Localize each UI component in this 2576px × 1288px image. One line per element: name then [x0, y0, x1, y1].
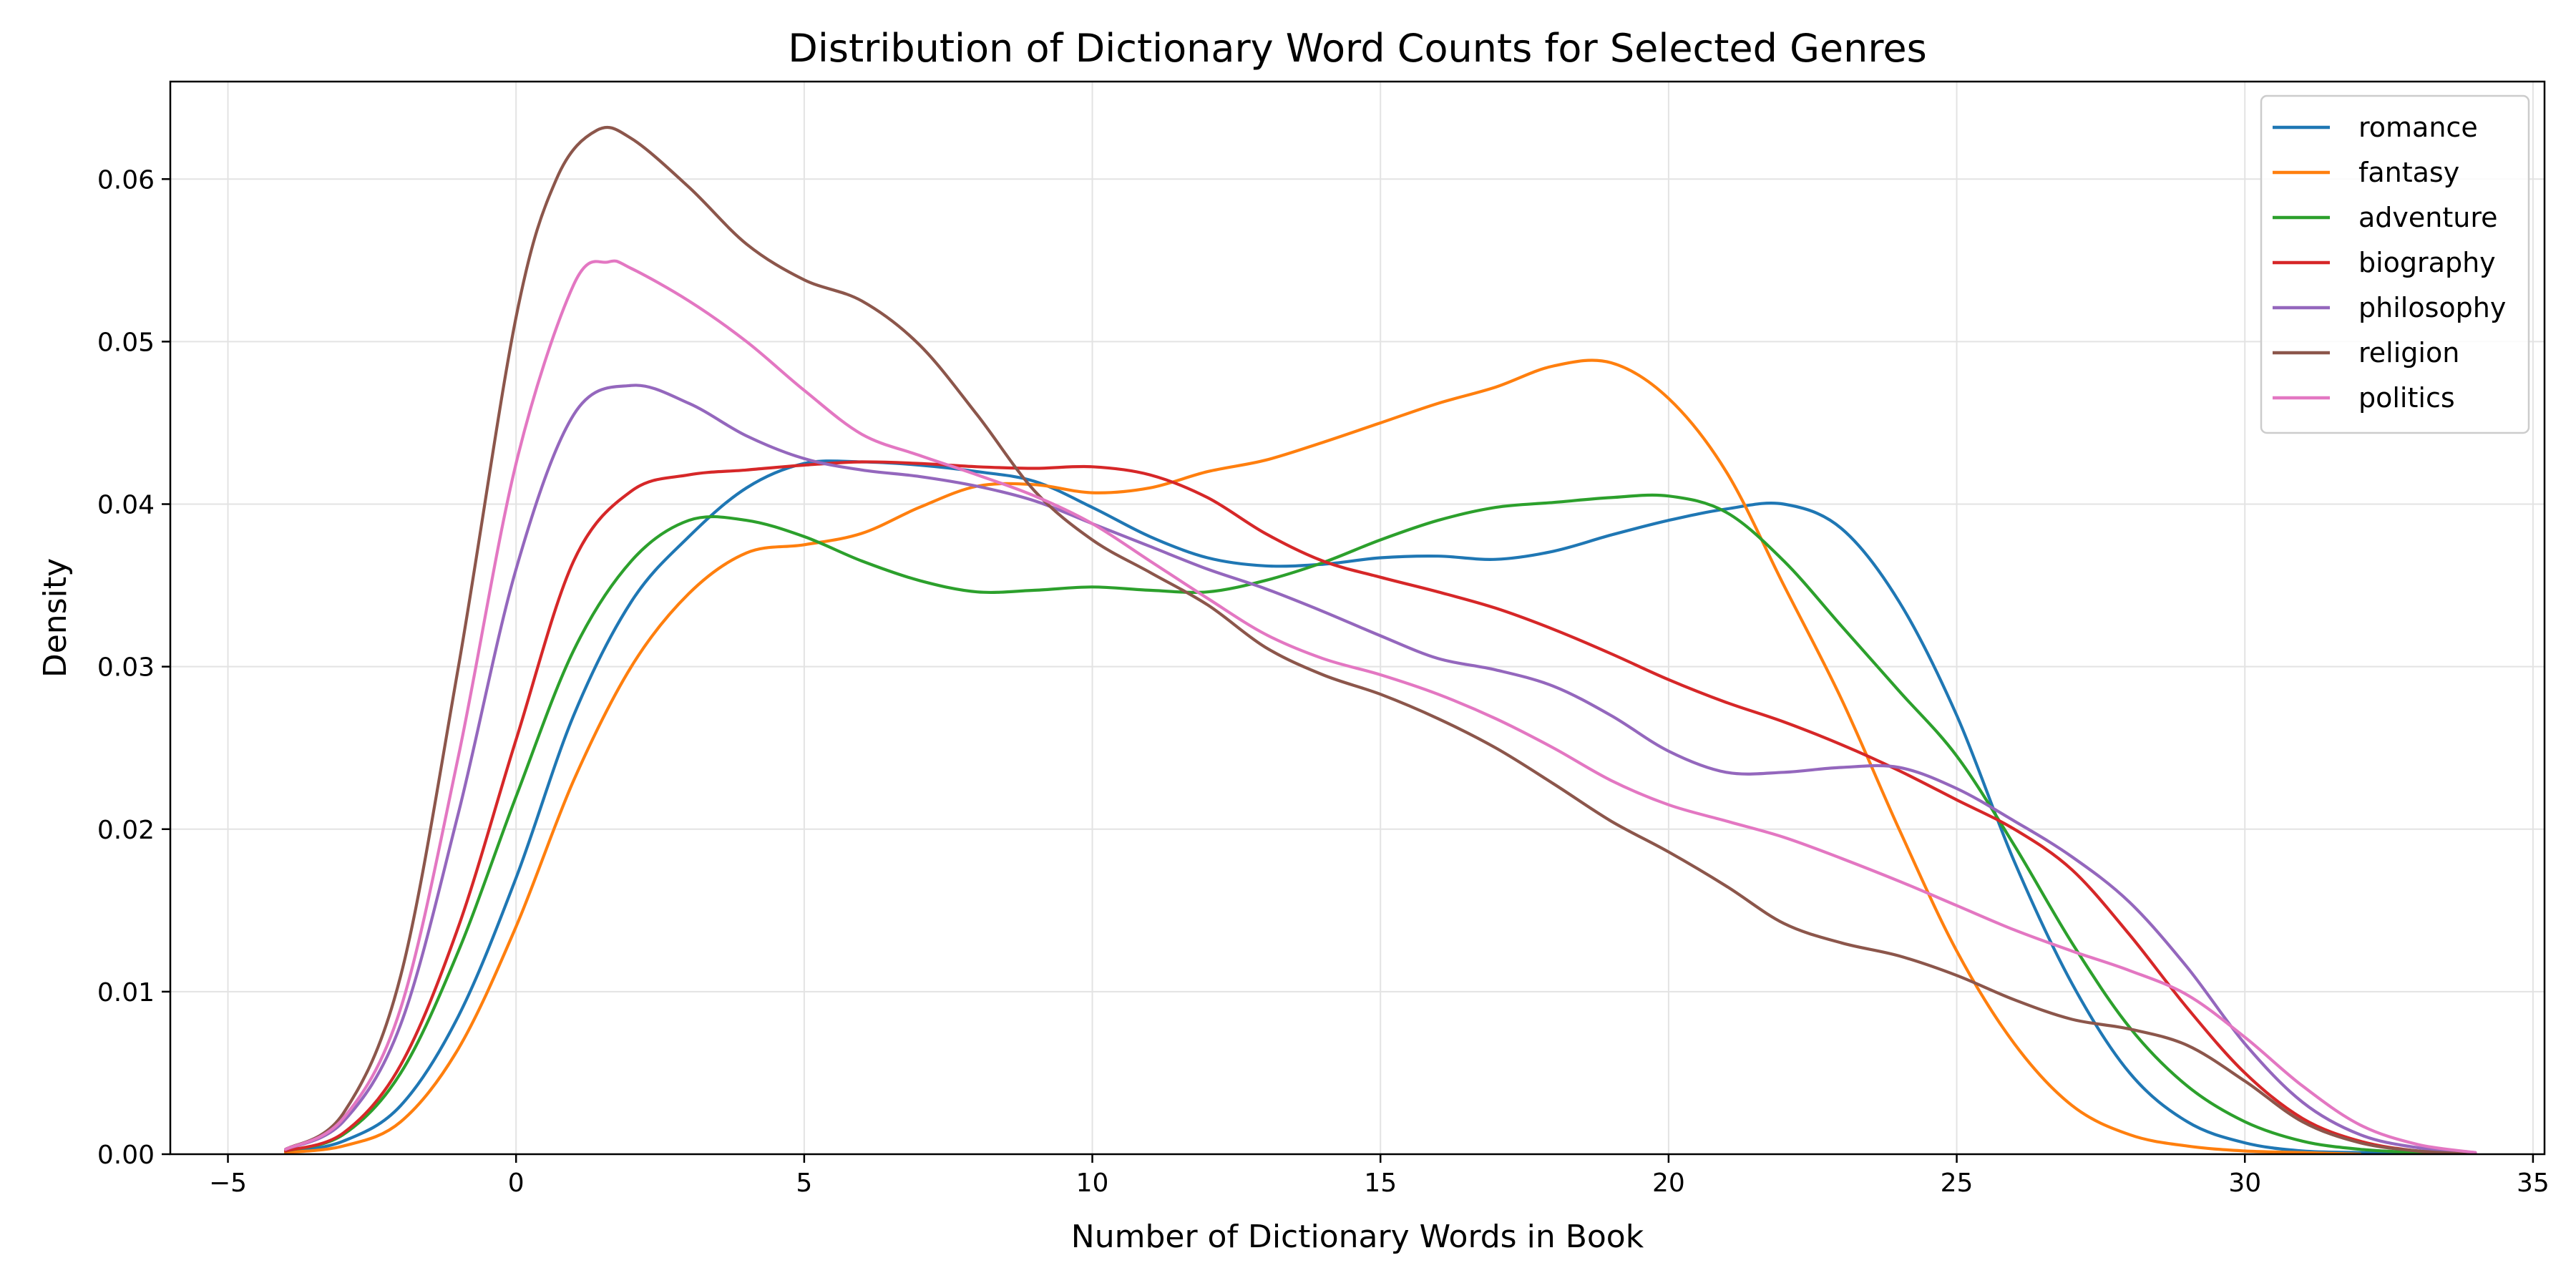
x-axis-label: Number of Dictionary Words in Book — [1071, 1219, 1644, 1255]
y-tick-label: 0.00 — [97, 1141, 155, 1170]
series-line-politics — [284, 259, 2477, 1154]
x-tick-label: 30 — [2228, 1169, 2261, 1198]
x-tick-label: 35 — [2517, 1169, 2550, 1198]
series-line-adventure — [284, 493, 2477, 1154]
y-tick-label: 0.03 — [97, 653, 155, 683]
series-line-philosophy — [284, 384, 2477, 1154]
series-layer — [284, 125, 2477, 1154]
legend-box — [2260, 94, 2530, 434]
x-tick-label: −5 — [209, 1169, 247, 1198]
series-line-religion — [284, 125, 2477, 1154]
x-tick-label: 0 — [508, 1169, 525, 1198]
y-tick-label: 0.06 — [97, 165, 155, 195]
x-tick-label: 25 — [1941, 1169, 1974, 1198]
legend: romance fantasy adventure biography philosop… — [2260, 94, 2530, 434]
y-tick-label: 0.04 — [97, 491, 155, 520]
chart-title: Distribution of Dictionary Word Counts f… — [788, 26, 1927, 71]
legend-label-romance: romance — [2358, 112, 2478, 143]
x-tick-label: 5 — [796, 1169, 812, 1198]
y-tick-label: 0.02 — [97, 816, 155, 845]
legend-label-philosophy: philosophy — [2358, 292, 2506, 323]
legend-label-religion: religion — [2358, 337, 2459, 369]
y-tick-label: 0.01 — [97, 978, 155, 1008]
x-tick-label: 10 — [1076, 1169, 1109, 1198]
x-tick-label: 20 — [1652, 1169, 1685, 1198]
legend-label-biography: biography — [2358, 247, 2496, 278]
series-line-biography — [284, 460, 2477, 1154]
plot-frame — [169, 80, 2546, 1156]
legend-label-adventure: adventure — [2358, 202, 2498, 233]
y-axis-label: Density — [37, 558, 74, 678]
series-line-fantasy — [284, 358, 2362, 1154]
ticks-layer: −5 0 5 10 15 20 25 30 35 0.00 0.01 0.02 0.03 0.04 0.05… — [97, 165, 2550, 1198]
y-tick-label: 0.05 — [97, 328, 155, 357]
x-tick-label: 15 — [1364, 1169, 1397, 1198]
legend-label-politics: politics — [2358, 382, 2455, 414]
legend-label-fantasy: fantasy — [2358, 157, 2459, 188]
